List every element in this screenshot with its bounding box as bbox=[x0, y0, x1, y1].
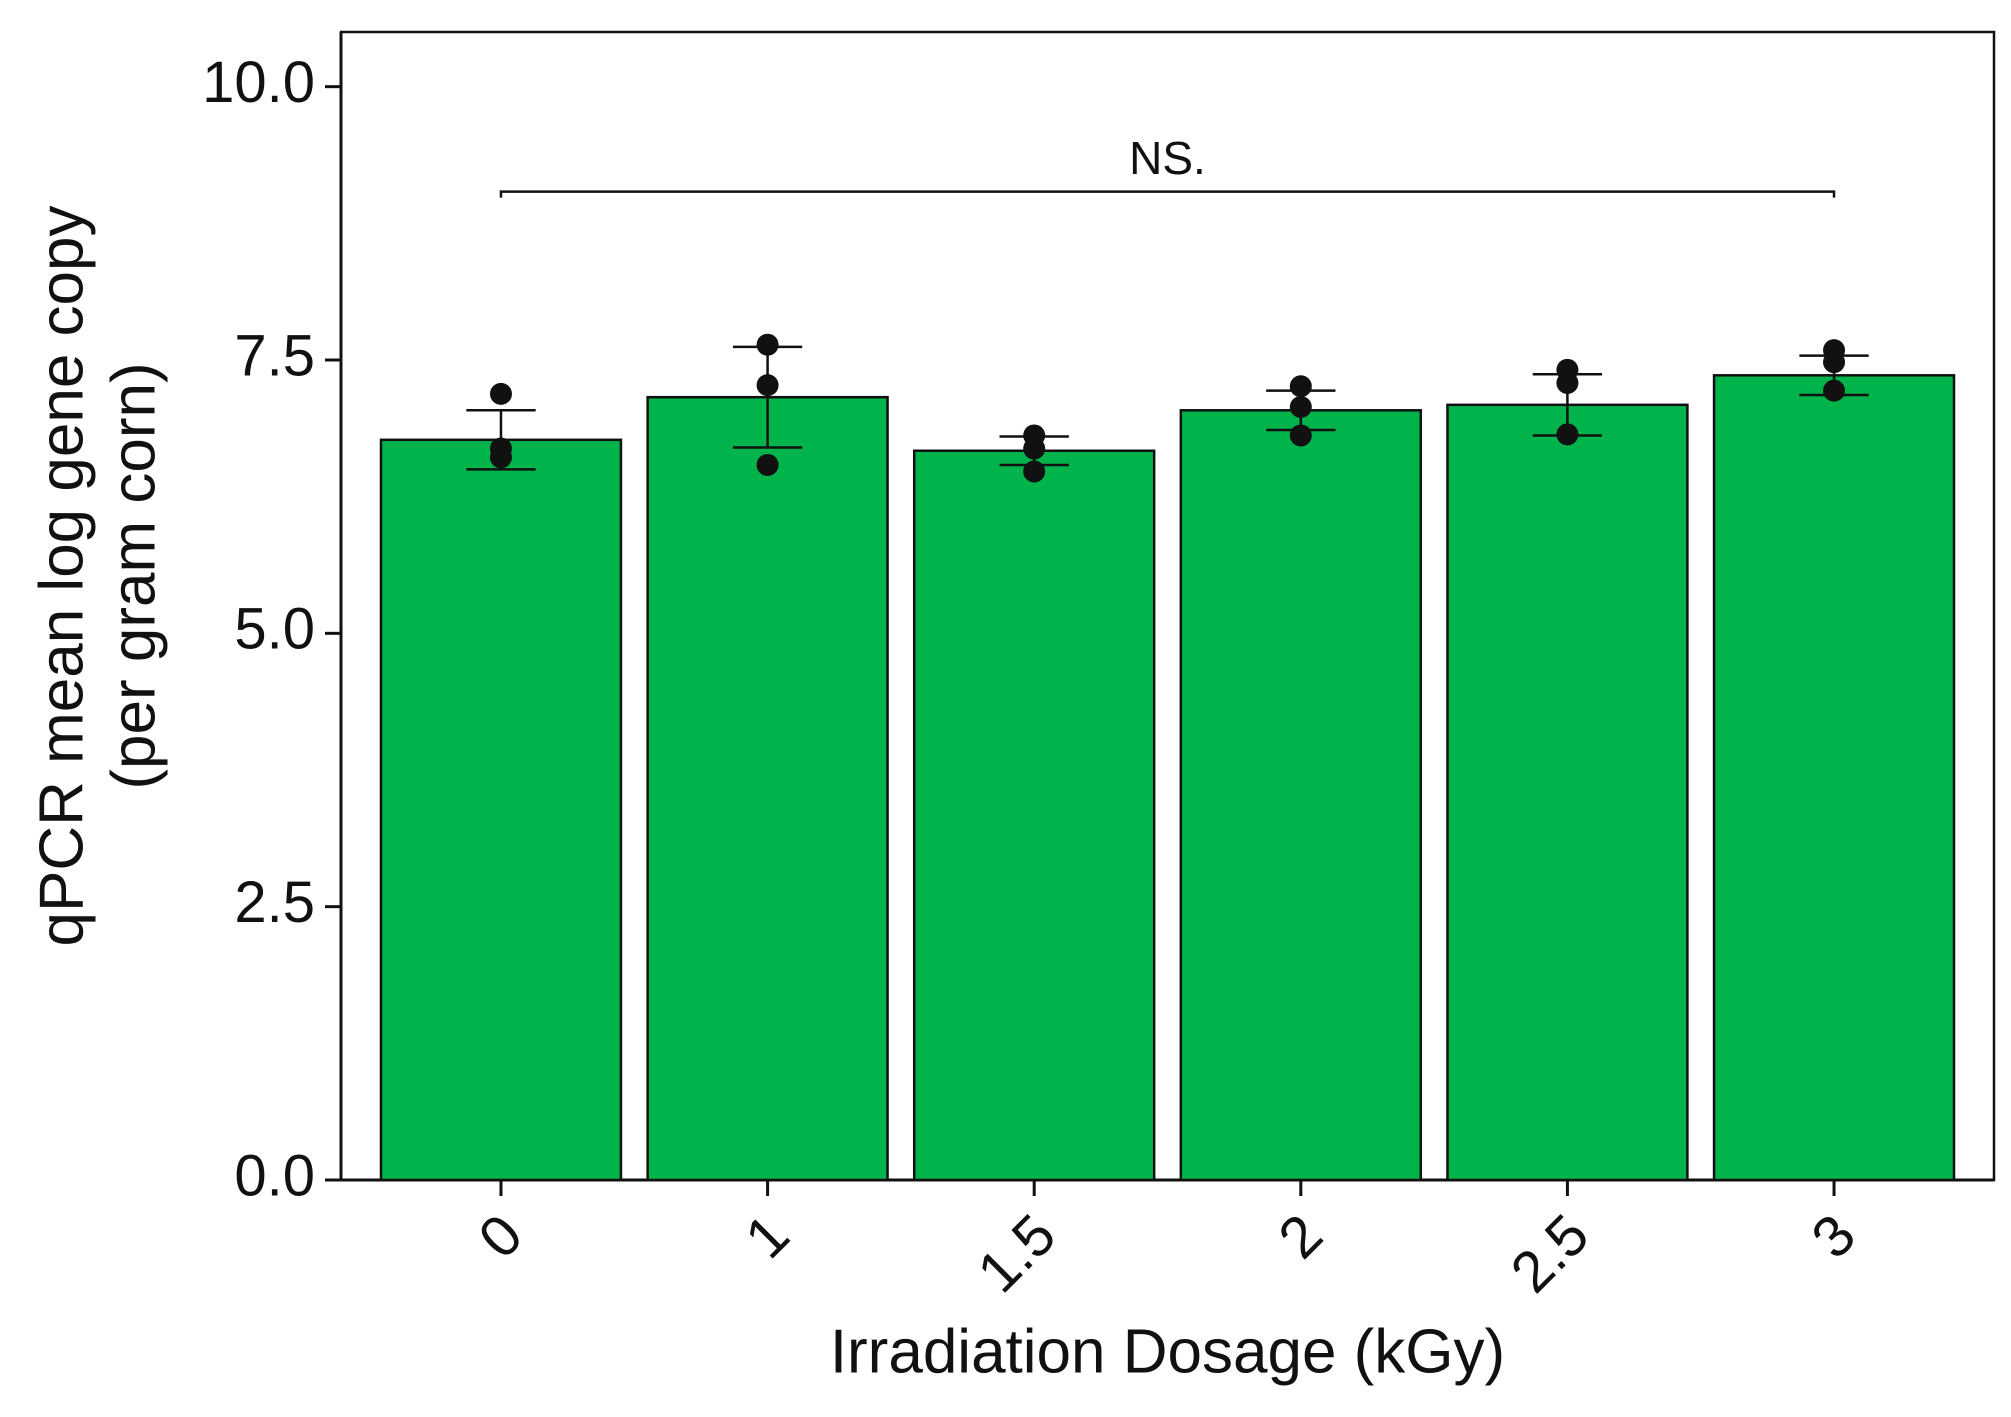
x-axis-title: Irradiation Dosage (kGy) bbox=[830, 1317, 1505, 1386]
data-point bbox=[1023, 460, 1046, 483]
x-tick-label: 2 bbox=[1266, 1202, 1335, 1271]
x-tick-label: 1 bbox=[733, 1202, 802, 1271]
x-tick-label: 0 bbox=[466, 1202, 535, 1271]
annotation-text: NS. bbox=[1129, 132, 1206, 184]
data-point bbox=[756, 453, 779, 476]
data-point bbox=[756, 374, 779, 397]
data-point bbox=[489, 382, 512, 405]
bar bbox=[912, 449, 1156, 1182]
x-tick-label: 1.5 bbox=[965, 1202, 1068, 1305]
data-point bbox=[1289, 375, 1312, 398]
data-point bbox=[489, 446, 512, 469]
significance-bracket bbox=[499, 190, 1836, 198]
bar bbox=[1179, 409, 1423, 1182]
y-tick-label: 7.5 bbox=[234, 323, 315, 388]
data-point bbox=[1823, 351, 1846, 374]
data-point bbox=[756, 333, 779, 356]
bar bbox=[1446, 403, 1689, 1182]
y-axis-title: qPCR mean log gene copy bbox=[27, 205, 96, 946]
y-tick-label: 10.0 bbox=[202, 50, 315, 115]
data-point bbox=[1289, 424, 1312, 447]
x-tick-label: 3 bbox=[1799, 1202, 1868, 1271]
bar bbox=[379, 438, 623, 1182]
data-point bbox=[1556, 371, 1579, 394]
bar bbox=[1712, 374, 1956, 1182]
y-tick-label: 0.0 bbox=[234, 1143, 315, 1208]
data-point bbox=[1023, 437, 1046, 460]
y-tick-label: 5.0 bbox=[234, 597, 315, 662]
data-point bbox=[1556, 423, 1579, 446]
x-tick-label: 2.5 bbox=[1498, 1202, 1601, 1305]
data-point bbox=[1823, 379, 1846, 402]
bar bbox=[646, 395, 889, 1182]
y-axis-title: (per gram corn) bbox=[99, 362, 168, 789]
y-tick-label: 2.5 bbox=[234, 870, 315, 935]
data-point bbox=[1289, 396, 1312, 419]
